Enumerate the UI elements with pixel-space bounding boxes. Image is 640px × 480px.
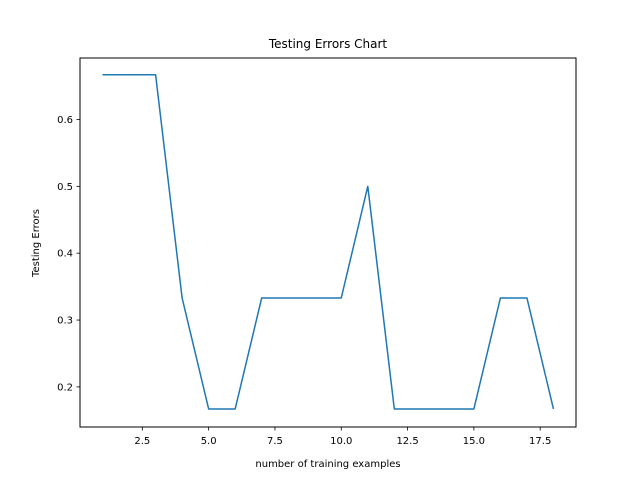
plot-area: [102, 73, 555, 410]
chart-title: Testing Errors Chart: [268, 37, 388, 51]
x-tick-label: 17.5: [529, 436, 551, 447]
y-tick-label: 0.5: [57, 182, 73, 193]
x-tick-label: 10.0: [330, 436, 352, 447]
y-axis-ticks: 0.2 0.3 0.4 0.5 0.6: [57, 115, 80, 393]
axes-frame: [79, 57, 577, 428]
x-axis-label: number of training examples: [255, 459, 400, 470]
y-tick-label: 0.4: [57, 249, 73, 260]
series-line-0: [102, 73, 555, 410]
y-tick-label: 0.3: [57, 316, 73, 327]
x-tick-label: 7.5: [267, 436, 283, 447]
y-tick-label: 0.6: [57, 115, 73, 126]
x-tick-label: 2.5: [134, 436, 150, 447]
x-tick-label: 15.0: [463, 436, 485, 447]
y-tick-label: 0.2: [57, 382, 73, 393]
y-axis-label: Testing Errors: [31, 209, 42, 278]
x-axis-ticks: 2.5 5.0 7.5 10.0 12.5 15.0 17.5: [134, 427, 551, 447]
x-tick-label: 5.0: [201, 436, 217, 447]
x-tick-label: 12.5: [396, 436, 418, 447]
